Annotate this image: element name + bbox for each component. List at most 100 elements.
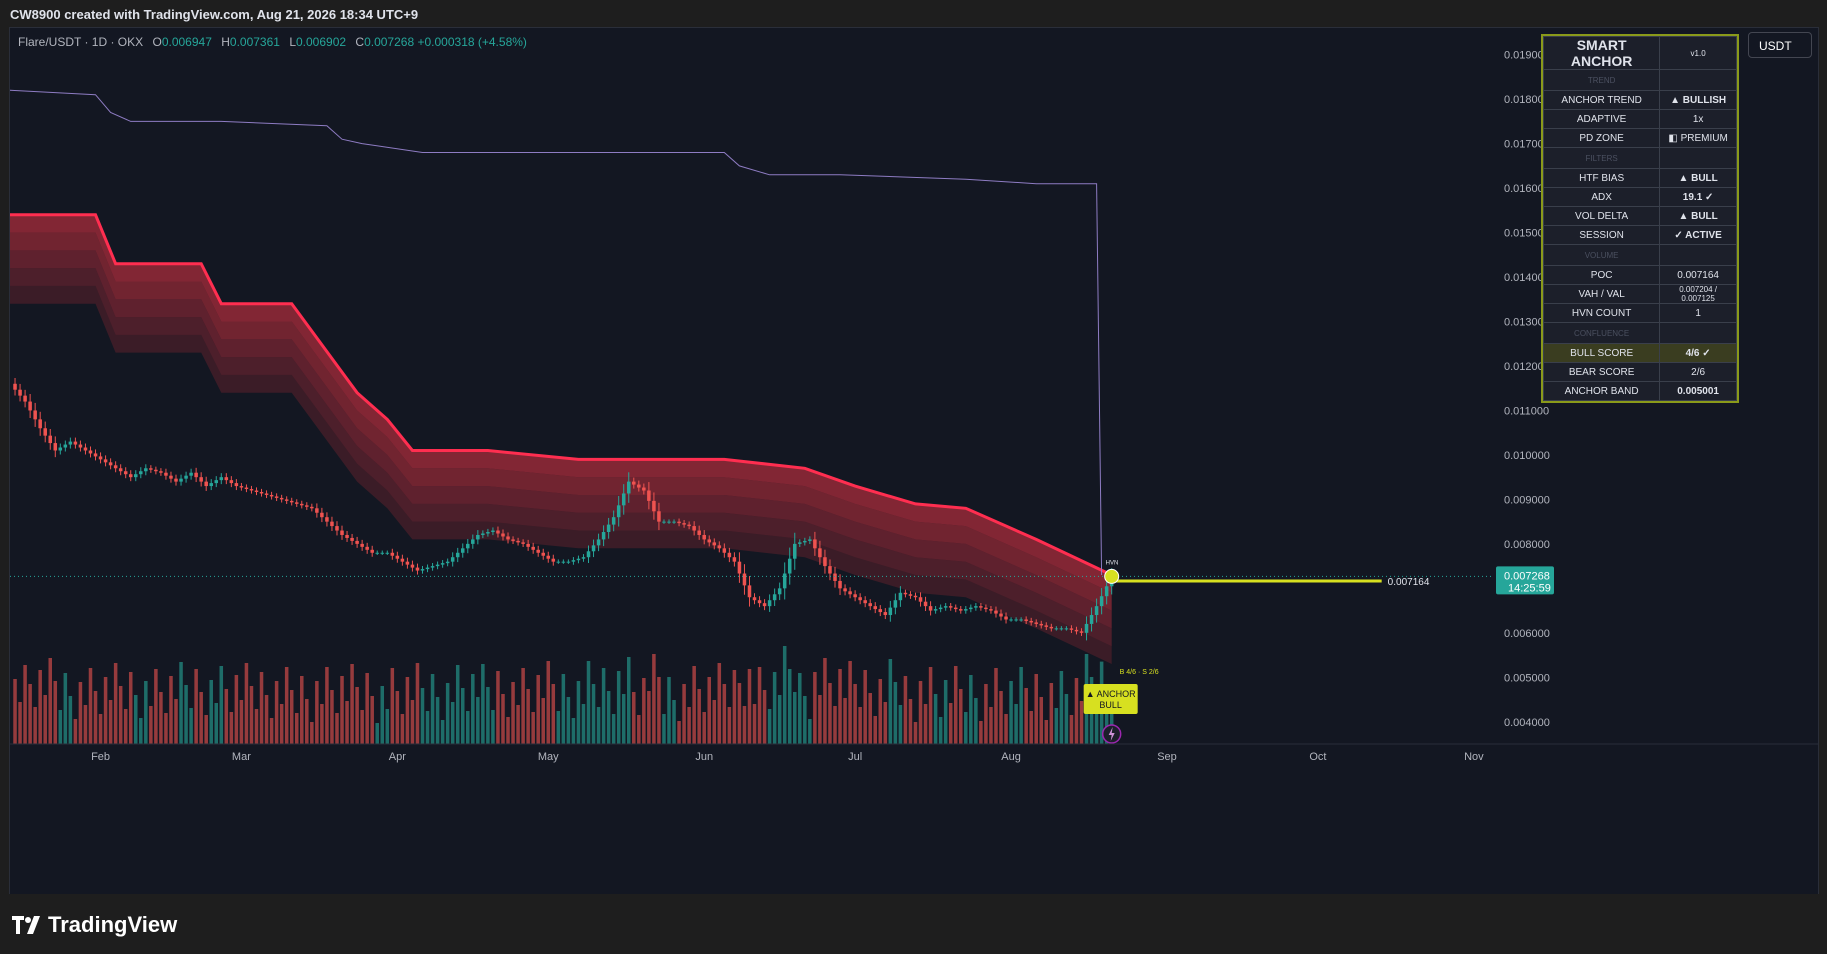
anchor-band-layer: [10, 232, 1112, 611]
candle: [903, 592, 908, 595]
volume-bar: [657, 677, 661, 744]
volume-bar: [435, 697, 440, 744]
anchor-bull-tag[interactable]: [1083, 684, 1138, 714]
volume-bar: [83, 705, 88, 744]
currency-button[interactable]: USDT: [1748, 32, 1812, 58]
volume-bar: [908, 699, 913, 744]
candle: [1104, 586, 1109, 597]
time-tick-label: Apr: [389, 751, 406, 763]
candle: [561, 561, 566, 563]
symbol-title[interactable]: Flare/USDT · 1D · OKX: [18, 35, 144, 49]
volume-bar: [460, 688, 465, 744]
volume-bar: [269, 718, 274, 744]
volume-bar: [481, 664, 485, 744]
volume-bar: [903, 676, 908, 744]
volume-bar: [989, 707, 993, 744]
volume-bar: [868, 693, 872, 744]
candle: [73, 441, 78, 445]
volume-bar: [863, 670, 867, 744]
volume-bar: [737, 683, 742, 744]
candle: [415, 567, 420, 571]
volume-bar: [702, 712, 706, 744]
tradingview-logo[interactable]: TradingView: [12, 912, 177, 938]
volume-bar: [284, 667, 289, 744]
candle: [103, 459, 108, 463]
time-tick-label: Mar: [232, 751, 251, 763]
volume-bar: [611, 714, 616, 744]
volume-bar: [264, 695, 269, 744]
candle: [1074, 629, 1079, 632]
candle: [28, 401, 32, 411]
section-confluence: CONFLUENCE: [1542, 322, 1661, 344]
candle: [400, 558, 405, 562]
candle: [128, 474, 133, 478]
time-tick-label: Jul: [848, 751, 862, 763]
volume-bar: [803, 696, 807, 744]
volume-bar: [642, 678, 646, 744]
price-tick-label: 0.015000: [1504, 228, 1550, 240]
candle: [33, 410, 37, 420]
volume-bar: [511, 682, 515, 744]
volume-bar: [808, 719, 812, 744]
volume-bar: [209, 680, 213, 744]
volume-bar: [315, 681, 319, 744]
candle: [948, 606, 953, 608]
price-tick-label: 0.011000: [1504, 405, 1549, 417]
volume-bar: [918, 681, 923, 744]
candle: [667, 521, 671, 523]
volume-bar: [742, 706, 747, 744]
volume-bar: [199, 692, 203, 744]
poc-label: POC: [1542, 265, 1661, 285]
volume-bar: [928, 667, 933, 744]
candle: [526, 543, 530, 547]
section-spacer: [1659, 147, 1737, 169]
candle: [994, 610, 998, 614]
volume-bar: [516, 705, 520, 744]
volume-bar: [717, 663, 722, 744]
candle: [712, 542, 717, 546]
candle: [108, 462, 113, 466]
anchor-bull-tag-line1: ▲ ANCHOR: [1086, 689, 1136, 699]
price-tick-label: 0.017000: [1504, 139, 1550, 151]
candle: [300, 503, 304, 506]
volume-bar: [792, 692, 797, 744]
candle: [611, 517, 616, 525]
open-value: 0.006947: [161, 35, 212, 49]
candle: [174, 478, 178, 482]
volume-bar: [787, 669, 792, 744]
candle: [642, 487, 646, 491]
vol-delta-value: ▲ BULL: [1659, 206, 1737, 226]
time-tick-label: May: [538, 751, 559, 763]
volume-bar: [1039, 697, 1044, 744]
candle: [13, 383, 17, 390]
candle: [194, 472, 198, 478]
anchor-trend-label: ANCHOR TREND: [1542, 90, 1661, 110]
candle: [893, 600, 898, 608]
candle: [682, 523, 686, 525]
volume-bar: [400, 714, 405, 744]
volume-bar: [184, 685, 188, 744]
volume-bar: [476, 697, 480, 744]
last-price-badge: [1496, 566, 1554, 595]
volume-bar: [430, 674, 435, 744]
candle: [964, 609, 968, 611]
candle: [1054, 628, 1059, 630]
candle: [898, 592, 903, 601]
volume-bar: [606, 691, 611, 744]
candle: [868, 603, 872, 607]
lightning-glyph: [1108, 727, 1115, 741]
candle: [938, 607, 943, 610]
candle: [1094, 606, 1099, 616]
candle: [928, 606, 933, 611]
chart-frame[interactable]: 0.007164 HVN B 4/6 · S 2/6 ▲ ANCHOR BULL 0.0…: [9, 27, 1819, 895]
candle: [606, 524, 611, 533]
volume-bar: [118, 686, 123, 744]
candle: [823, 557, 827, 567]
volume-bar: [571, 718, 576, 744]
price-tick-label: 0.013000: [1504, 317, 1550, 329]
volume-bar: [747, 669, 752, 744]
volume-bar: [873, 716, 878, 744]
volume-bar: [531, 712, 535, 744]
volume-bar: [923, 704, 928, 744]
